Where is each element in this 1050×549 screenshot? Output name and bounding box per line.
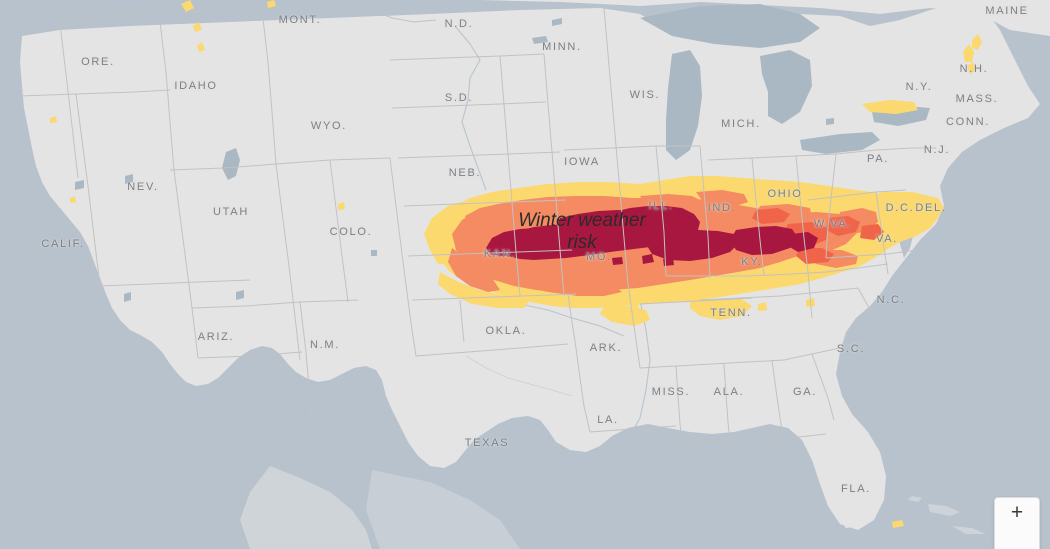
risk-zone-layer <box>50 0 982 528</box>
water-layer <box>75 4 930 441</box>
state-border-layer <box>19 7 936 445</box>
zoom-in-button[interactable]: + <box>995 498 1039 526</box>
zoom-control[interactable]: + <box>994 497 1040 549</box>
